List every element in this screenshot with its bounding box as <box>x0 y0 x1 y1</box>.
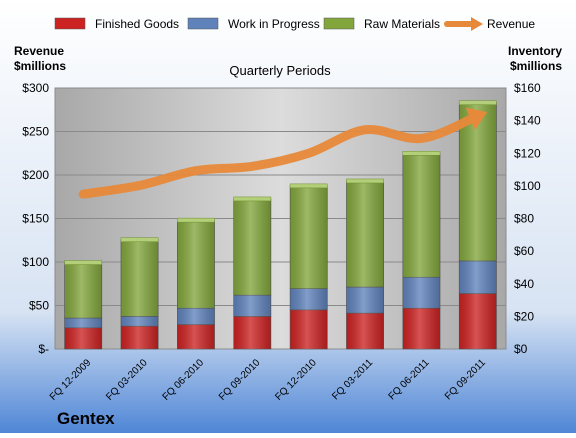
bar-top-cap <box>177 217 215 223</box>
right-axis-ticks: $0 $20 $40 $60 $80 $100 $120 $140 $160 <box>514 81 541 356</box>
left-tick-label: $250 <box>22 125 49 139</box>
bar-top-cap <box>458 100 497 105</box>
bar-shading <box>290 288 328 310</box>
left-tick-label: $- <box>38 342 49 356</box>
left-axis-label-line1: Revenue <box>14 44 64 58</box>
bar-top-cap <box>289 183 328 189</box>
legend-label-finished-goods: Finished Goods <box>95 17 179 31</box>
bar-shading <box>346 287 384 314</box>
bar-shading <box>459 102 497 261</box>
legend-swatch-work-in-progress <box>187 17 219 30</box>
bar-top-cap <box>402 151 441 156</box>
right-axis-label-line1: Inventory <box>508 44 562 58</box>
bar-shading <box>177 220 215 309</box>
left-axis-label-line2: $millions <box>14 59 66 73</box>
bar-shading <box>346 180 384 288</box>
left-tick-label: $150 <box>22 212 49 226</box>
bar-shading <box>402 153 441 278</box>
right-tick-label: $60 <box>514 244 534 258</box>
bar-top-cap <box>120 237 159 242</box>
legend-arrow-revenue <box>471 17 483 31</box>
bar-shading <box>120 316 159 327</box>
bar-shading <box>459 260 497 294</box>
bar-shading <box>120 326 159 349</box>
bar-shading <box>346 313 384 349</box>
bars <box>64 100 497 350</box>
right-axis-label-line2: $millions <box>510 59 562 73</box>
bar-shading <box>402 308 441 349</box>
revenue-line <box>78 111 483 199</box>
right-tick-label: $0 <box>514 342 528 356</box>
bar-top-cap <box>233 196 272 202</box>
bar-shading <box>233 295 271 317</box>
left-tick-label: $300 <box>22 81 49 95</box>
bar-shading <box>64 327 102 349</box>
bar-shading <box>290 185 328 289</box>
bar-shading <box>233 316 271 349</box>
bar-shading <box>233 198 271 296</box>
right-tick-label: $120 <box>514 146 541 160</box>
revenue-line-group <box>78 107 488 199</box>
right-tick-label: $100 <box>514 179 541 193</box>
bar-top-cap <box>346 178 384 184</box>
bar-shading <box>177 308 215 325</box>
legend-label-revenue: Revenue <box>487 17 535 31</box>
bar-shading <box>120 239 159 317</box>
bar-shading <box>459 293 497 349</box>
left-tick-label: $50 <box>29 299 49 313</box>
bar-shading <box>64 262 102 319</box>
legend-swatch-finished-goods <box>54 17 86 30</box>
bar-shading <box>64 318 102 328</box>
left-tick-label: $200 <box>22 168 49 182</box>
bar-shading <box>290 309 328 349</box>
bar-top-cap <box>64 260 103 265</box>
bar-shading <box>177 324 215 349</box>
bar-shading <box>402 277 441 309</box>
right-tick-label: $80 <box>514 212 534 226</box>
right-tick-label: $140 <box>514 114 541 128</box>
left-tick-label: $100 <box>22 255 49 269</box>
left-axis-ticks: $- $50 $100 $150 $200 $250 $300 <box>22 81 49 356</box>
legend-label-work-in-progress: Work in Progress <box>228 17 320 31</box>
legend-swatch-raw-materials <box>323 17 355 30</box>
chart-subtitle: Quarterly Periods <box>229 63 331 78</box>
company-name: Gentex <box>57 409 115 428</box>
right-tick-label: $160 <box>514 81 541 95</box>
right-tick-label: $20 <box>514 309 534 323</box>
right-tick-label: $40 <box>514 277 534 291</box>
legend-label-raw-materials: Raw Materials <box>364 17 440 31</box>
revenue-arrowhead <box>465 107 488 130</box>
legend: Finished Goods Work in Progress Raw Materi… <box>54 17 535 31</box>
